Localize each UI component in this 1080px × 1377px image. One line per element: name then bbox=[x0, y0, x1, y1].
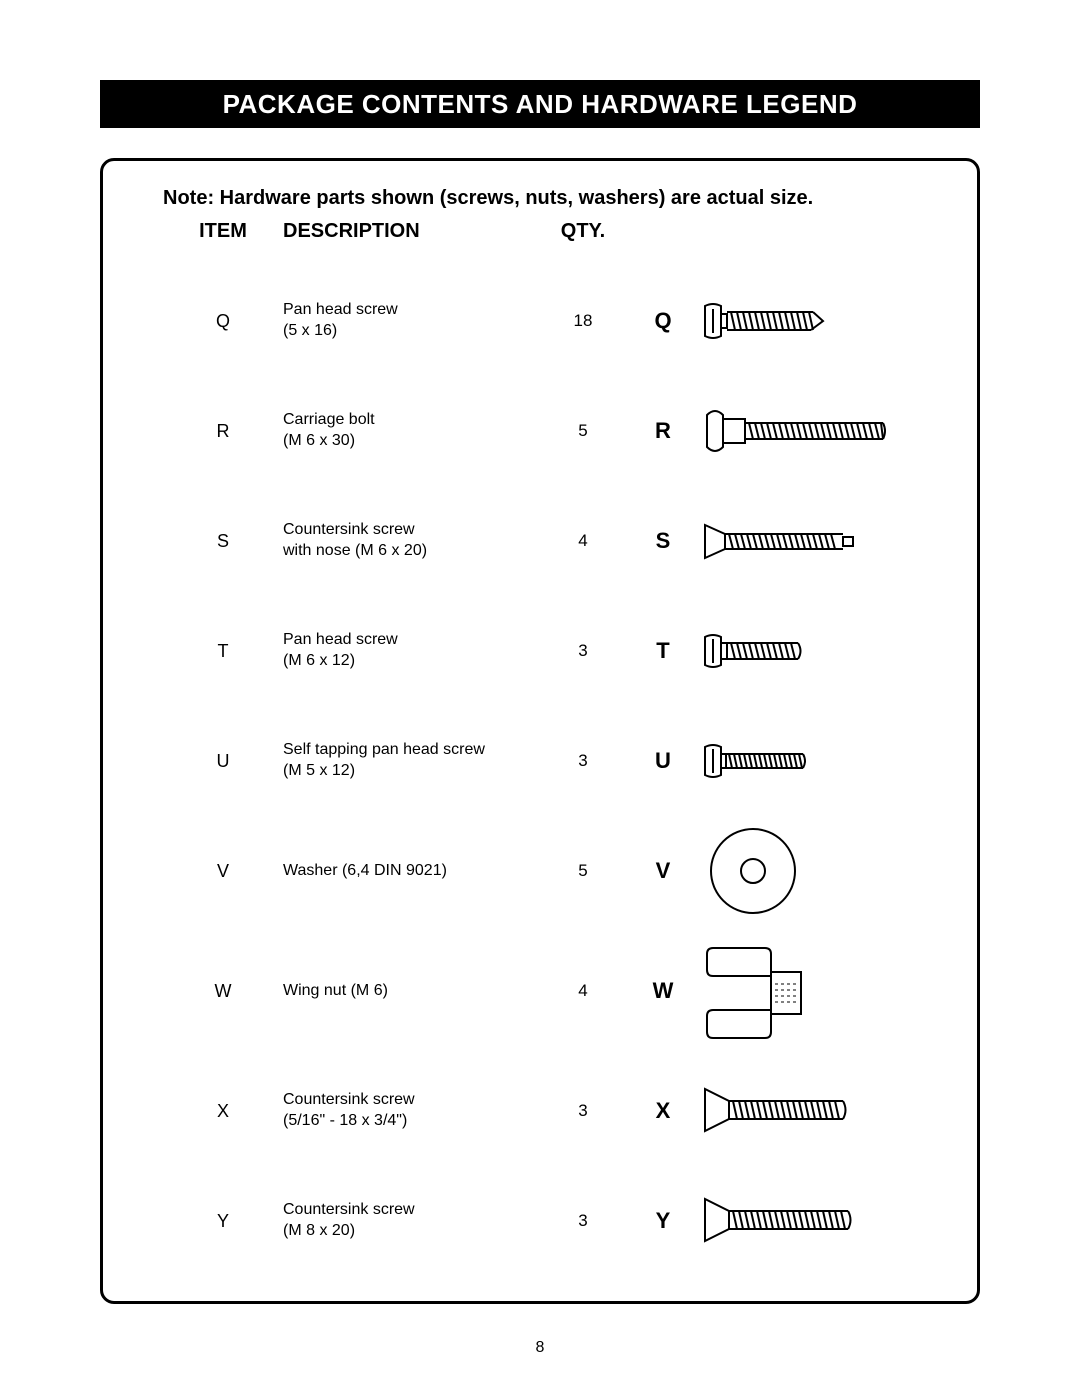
item-letter: Q bbox=[623, 308, 703, 334]
item-description: Countersink screw (5/16" - 18 x 3/4") bbox=[283, 1090, 543, 1132]
item-qty: 3 bbox=[543, 1101, 623, 1121]
item-letter: W bbox=[623, 978, 703, 1004]
countersink-screw-icon bbox=[703, 1085, 873, 1137]
item-illustration bbox=[703, 1195, 941, 1247]
table-row: X Countersink screw (5/16" - 18 x 3/4") … bbox=[163, 1061, 941, 1161]
desc-line1: Countersink screw bbox=[283, 1201, 415, 1218]
desc-line1: Carriage bolt bbox=[283, 411, 375, 428]
header-image-blank bbox=[703, 220, 941, 243]
item-description: Self tapping pan head screw (M 5 x 12) bbox=[283, 740, 543, 782]
item-illustration bbox=[703, 1085, 941, 1137]
item-description: Countersink screw (M 8 x 20) bbox=[283, 1200, 543, 1242]
item-illustration bbox=[703, 821, 941, 921]
item-code: T bbox=[163, 641, 283, 662]
desc-line2: (M 8 x 20) bbox=[283, 1222, 355, 1239]
item-letter: Y bbox=[623, 1208, 703, 1234]
item-qty: 18 bbox=[543, 311, 623, 331]
countersink-nose-screw-icon bbox=[703, 519, 873, 564]
item-qty: 4 bbox=[543, 981, 623, 1001]
item-description: Wing nut (M 6) bbox=[283, 981, 543, 1002]
pan-head-screw-icon bbox=[703, 627, 833, 675]
item-description: Pan head screw (5 x 16) bbox=[283, 300, 543, 342]
desc-line1: Wing nut (M 6) bbox=[283, 982, 388, 999]
item-illustration bbox=[703, 739, 941, 783]
desc-line2: (M 5 x 12) bbox=[283, 762, 355, 779]
header-item: ITEM bbox=[163, 220, 283, 243]
self-tapping-screw-icon bbox=[703, 739, 833, 783]
item-letter: R bbox=[623, 418, 703, 444]
carriage-bolt-icon bbox=[703, 403, 903, 459]
desc-line2: (5/16" - 18 x 3/4") bbox=[283, 1112, 407, 1129]
item-code: W bbox=[163, 981, 283, 1002]
item-description: Washer (6,4 DIN 9021) bbox=[283, 861, 543, 882]
desc-line2: (M 6 x 12) bbox=[283, 652, 355, 669]
table-row: R Carriage bolt (M 6 x 30) 5 R bbox=[163, 381, 941, 481]
desc-line1: Pan head screw bbox=[283, 631, 398, 648]
item-letter: S bbox=[623, 528, 703, 554]
item-letter: U bbox=[623, 748, 703, 774]
note-text: Note: Hardware parts shown (screws, nuts… bbox=[163, 187, 941, 210]
desc-line1: Countersink screw bbox=[283, 1091, 415, 1108]
washer-icon bbox=[703, 821, 803, 921]
desc-line2: (M 6 x 30) bbox=[283, 432, 355, 449]
item-letter: X bbox=[623, 1098, 703, 1124]
table-row: W Wing nut (M 6) 4 W bbox=[163, 931, 941, 1051]
item-qty: 5 bbox=[543, 421, 623, 441]
item-code: Q bbox=[163, 311, 283, 332]
desc-line2: (5 x 16) bbox=[283, 322, 337, 339]
page-title: PACKAGE CONTENTS AND HARDWARE LEGEND bbox=[223, 89, 858, 120]
item-illustration bbox=[703, 296, 941, 346]
desc-line1: Pan head screw bbox=[283, 301, 398, 318]
desc-line1: Countersink screw bbox=[283, 521, 415, 538]
item-qty: 3 bbox=[543, 1211, 623, 1231]
item-illustration bbox=[703, 403, 941, 459]
item-description: Pan head screw (M 6 x 12) bbox=[283, 630, 543, 672]
item-code: S bbox=[163, 531, 283, 552]
table-row: V Washer (6,4 DIN 9021) 5 V bbox=[163, 821, 941, 921]
desc-line2: with nose (M 6 x 20) bbox=[283, 542, 427, 559]
pan-head-screw-icon bbox=[703, 296, 863, 346]
item-description: Countersink screw with nose (M 6 x 20) bbox=[283, 520, 543, 562]
item-code: V bbox=[163, 861, 283, 882]
header-qty: QTY. bbox=[543, 220, 623, 243]
item-illustration bbox=[703, 627, 941, 675]
item-illustration bbox=[703, 936, 941, 1046]
item-qty: 4 bbox=[543, 531, 623, 551]
desc-line1: Self tapping pan head screw bbox=[283, 741, 485, 758]
table-row: T Pan head screw (M 6 x 12) 3 T bbox=[163, 601, 941, 701]
content-box: Note: Hardware parts shown (screws, nuts… bbox=[100, 158, 980, 1304]
table-row: Y Countersink screw (M 8 x 20) 3 Y bbox=[163, 1171, 941, 1271]
item-code: R bbox=[163, 421, 283, 442]
item-code: U bbox=[163, 751, 283, 772]
title-bar: PACKAGE CONTENTS AND HARDWARE LEGEND bbox=[100, 80, 980, 128]
table-row: U Self tapping pan head screw (M 5 x 12)… bbox=[163, 711, 941, 811]
item-letter: V bbox=[623, 858, 703, 884]
item-qty: 3 bbox=[543, 641, 623, 661]
item-illustration bbox=[703, 519, 941, 564]
item-description: Carriage bolt (M 6 x 30) bbox=[283, 410, 543, 452]
item-code: Y bbox=[163, 1211, 283, 1232]
item-qty: 3 bbox=[543, 751, 623, 771]
countersink-screw-icon bbox=[703, 1195, 873, 1247]
item-code: X bbox=[163, 1101, 283, 1122]
item-letter: T bbox=[623, 638, 703, 664]
desc-line1: Washer (6,4 DIN 9021) bbox=[283, 862, 447, 879]
wing-nut-icon bbox=[703, 936, 813, 1046]
table-row: Q Pan head screw (5 x 16) 18 Q bbox=[163, 271, 941, 371]
header-description: DESCRIPTION bbox=[283, 220, 543, 243]
page-number: 8 bbox=[0, 1339, 1080, 1357]
header-blank bbox=[623, 220, 703, 243]
item-qty: 5 bbox=[543, 861, 623, 881]
table-row: S Countersink screw with nose (M 6 x 20)… bbox=[163, 491, 941, 591]
table-header: ITEM DESCRIPTION QTY. bbox=[163, 220, 941, 243]
